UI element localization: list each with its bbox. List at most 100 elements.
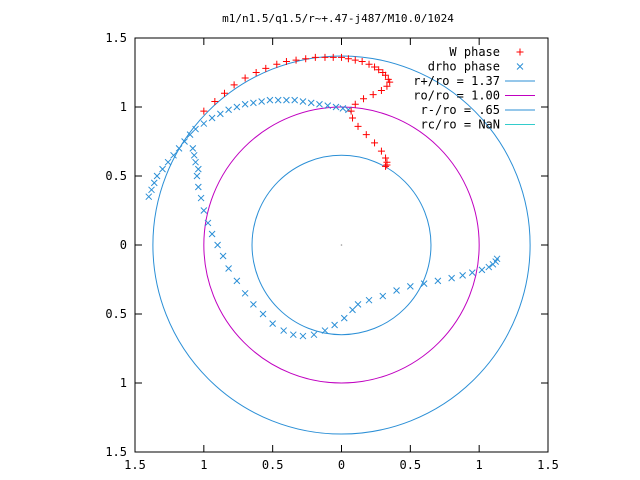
drho-phase-point [468,269,476,276]
drho-phase-point [241,100,249,108]
drho-phase-point [299,98,307,105]
y-tick-label: 0.5 [105,307,127,321]
w-phase-point [371,139,379,147]
drho-phase-point [219,252,227,260]
drho-phase-point [406,283,414,290]
drho-phase-point [307,99,315,107]
drho-phase-point [194,165,202,173]
drho-phase-point [208,114,216,122]
drho-phase-point [186,131,194,138]
y-tick-label: 0 [120,238,127,252]
w-phase-point [382,71,390,79]
legend-label: W phase [449,45,500,59]
drho-phase-point [283,96,290,104]
drho-phase-point [485,263,493,271]
w-phase-point [282,57,290,65]
drho-phase-point [150,179,158,187]
drho-phase-point [197,194,205,202]
w-phase-point [382,154,390,162]
y-tick-label: 1 [120,376,127,390]
drho-phase-point [159,165,166,173]
legend-label: r+/ro = 1.37 [413,74,500,88]
w-phase-point [383,161,391,169]
x-tick-label: 0.5 [262,458,284,472]
drho-phase-point [216,110,224,118]
drho-phase-point [233,103,241,111]
drho-phase-point [365,296,373,304]
drho-phase-point [459,272,467,279]
drho-phase-point [354,300,362,308]
legend-label: drho phase [428,60,500,74]
drho-phase-point [379,292,387,300]
drho-phase-point [148,186,155,194]
y-tick-labels: 1.5 1 0.5 0 0.5 1 1.5 [105,31,127,459]
w-phase-point [386,78,394,86]
drho-phase-point [289,331,297,339]
drho-phase-point [331,321,338,329]
w-phase-point [344,55,352,63]
drho-phase-point [175,145,183,152]
drho-phase-point [194,183,202,191]
w-phase-point [262,64,270,72]
drho-phase-point [208,230,216,238]
w-phase-point [360,95,368,103]
legend-label: r-/ro = .65 [421,103,500,117]
w-phase-point [349,114,357,122]
w-phase-point [362,131,370,139]
drho-phase-point [324,102,332,109]
drho-phase-point [145,193,153,201]
drho-phase-point [321,327,329,334]
drho-phase-point [193,172,201,180]
w-phase-point [369,91,377,99]
w-phase-point [321,53,329,61]
w-phase-point [377,86,385,94]
drho-phase-point [420,280,428,287]
w-phase-point [292,56,300,64]
drho-phase-point [340,314,348,322]
w-phase-point [375,66,383,74]
axis-ticks [134,37,549,453]
y-tick-label: 1.5 [105,31,127,45]
drho-phase-point [192,158,199,166]
x-tick-label: 1 [476,458,483,472]
reference-circle [251,154,432,336]
y-tick-label: 0.5 [105,169,127,183]
x-tick-label: 1 [200,458,207,472]
drho-phase-point [241,289,249,297]
legend-label: ro/ro = 1.00 [413,89,500,103]
drho-phase-point [274,96,282,104]
drho-phase-point [192,125,199,133]
drho-phase-markers [145,96,501,340]
drho-phase-point [225,265,232,272]
drho-phase-point [233,277,241,285]
drho-phase-point [200,120,208,127]
drho-phase-point [345,106,352,114]
w-phase-point [371,63,379,71]
chart-title: m1/n1.5/q1.5/r~+.47-j487/M10.0/1024 [222,12,454,25]
x-tick-label: 0 [338,458,345,472]
w-phase-point [252,69,260,76]
drho-phase-point [349,306,356,314]
drho-phase-point [434,277,442,285]
w-phase-point [365,60,373,68]
drho-phase-point [291,96,299,104]
drho-phase-point [170,151,177,159]
drho-phase-point [280,327,288,334]
drho-phase-point [204,219,212,227]
drho-phase-point [189,145,197,152]
w-phase-point [377,147,385,155]
w-phase-point [383,82,391,90]
drho-phase-point [316,100,323,108]
w-phase-point [351,100,359,108]
drho-phase-point [339,105,347,112]
drho-phase-point [258,98,266,105]
w-phase-point [354,122,362,130]
drho-phase-point [153,172,161,180]
w-phase-point [200,107,208,115]
drho-phase-point [181,138,188,145]
drho-phase-point [200,207,208,214]
drho-phase-point [299,332,307,340]
drho-phase-point [448,274,455,282]
w-phase-point [329,53,337,61]
x-tick-label: 0.5 [399,458,421,472]
